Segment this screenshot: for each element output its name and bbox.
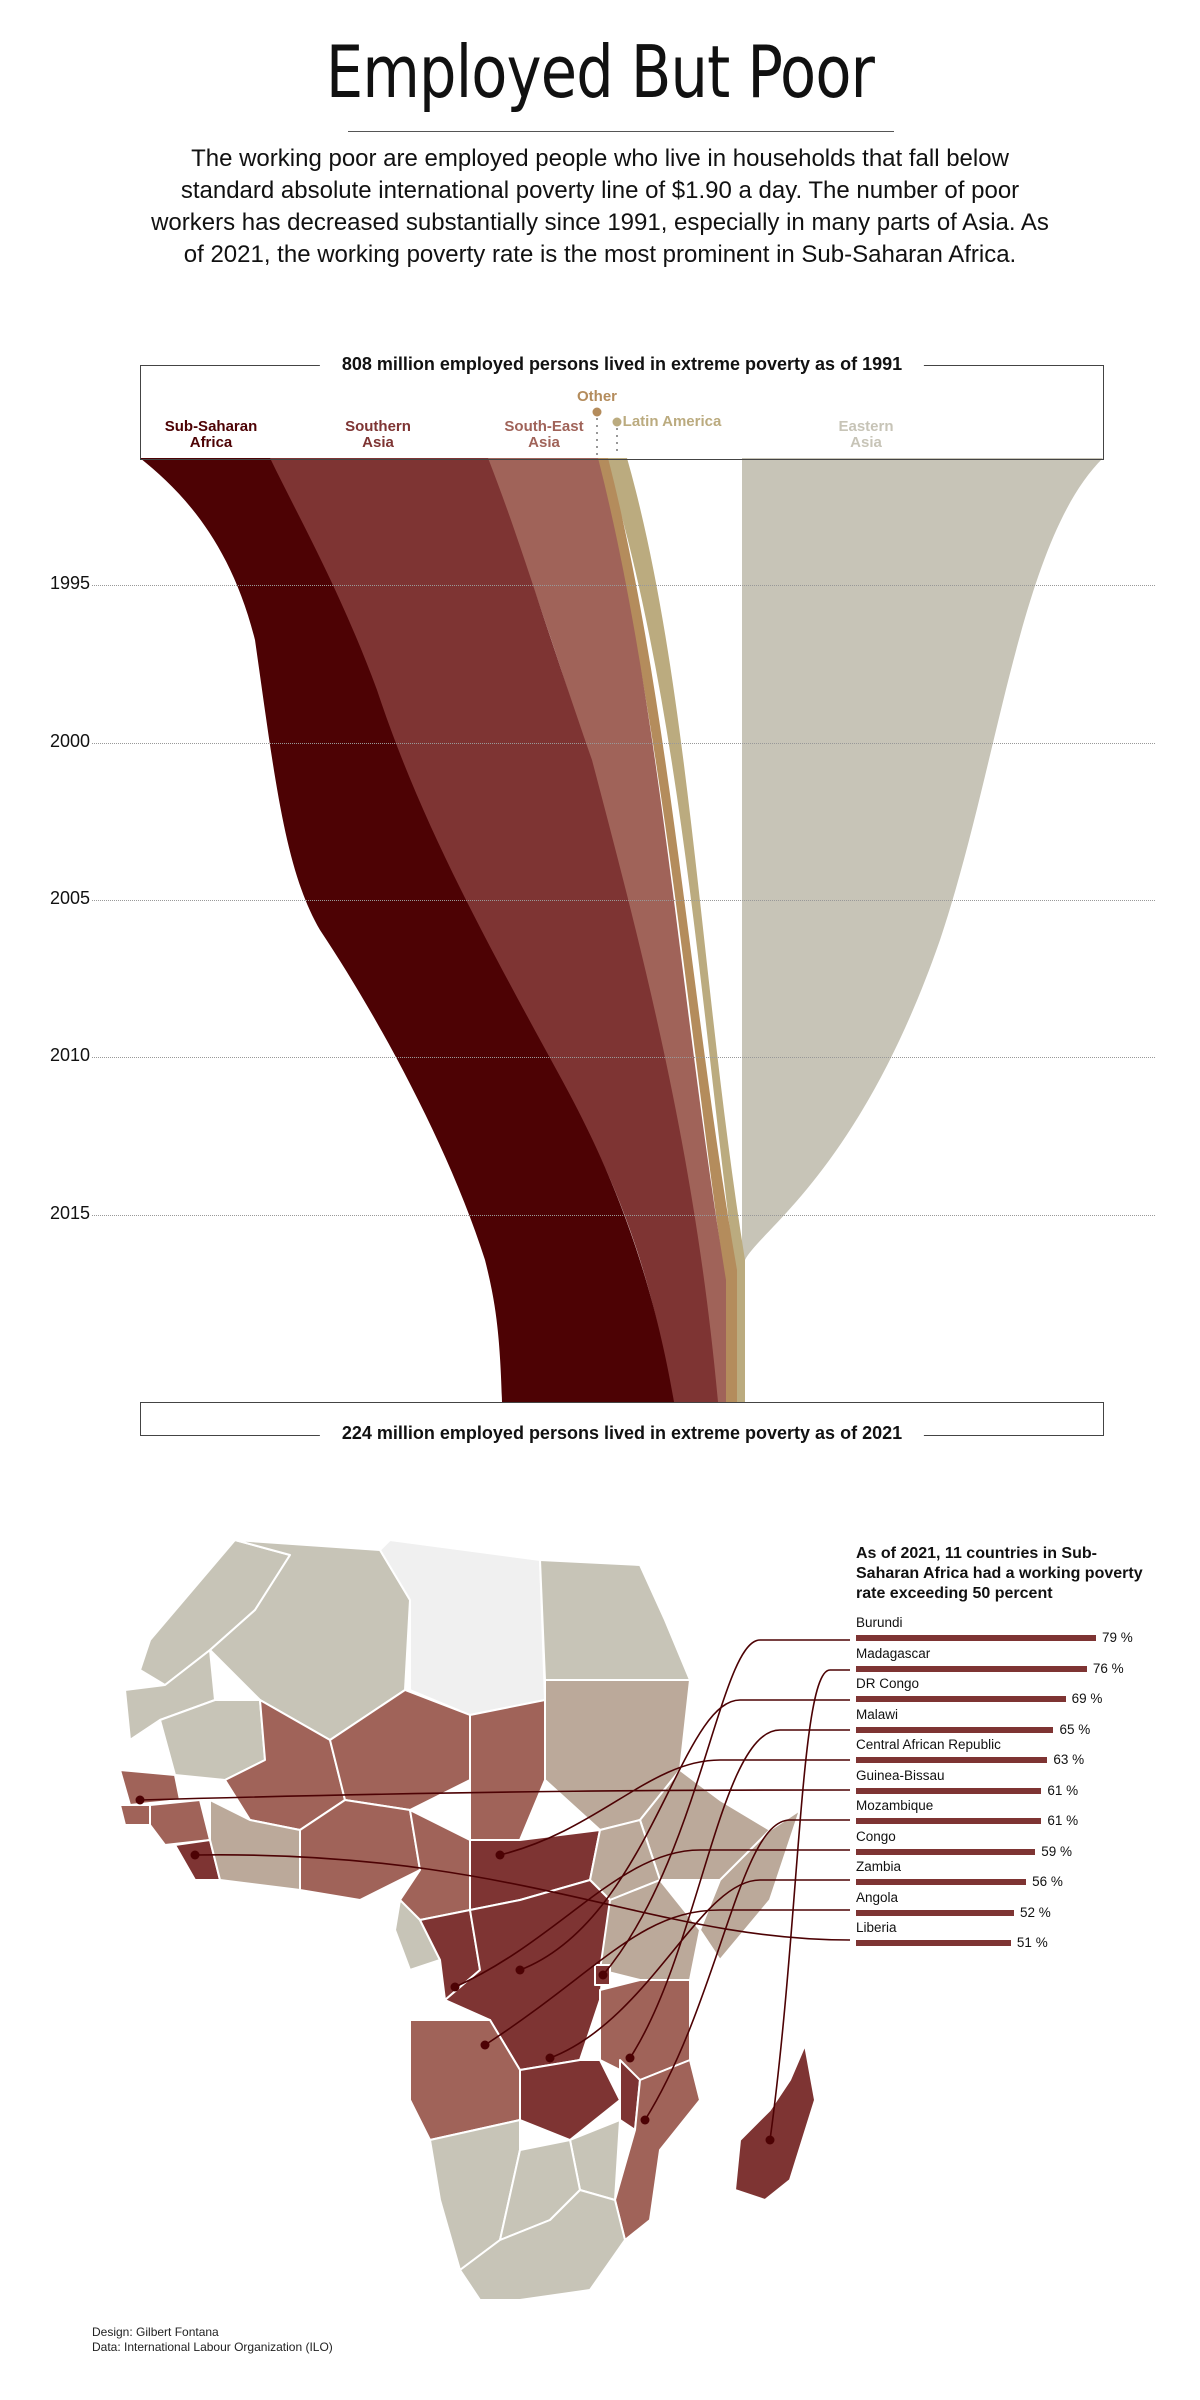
year-line-2015 <box>92 1215 1155 1216</box>
stream-eastern-asia <box>615 458 1103 1402</box>
region-label-eastern-asia: Eastern Asia <box>838 418 894 451</box>
country-label: Liberia <box>856 1920 897 1935</box>
bottom-box-caption: 224 million employed persons lived in ex… <box>319 1423 925 1444</box>
year-label-2015: 2015 <box>50 1203 91 1223</box>
year-line-2005 <box>92 900 1155 901</box>
country-bars-title: As of 2021, 11 countries in Sub-Saharan … <box>856 1545 1143 1602</box>
map-connectors <box>135 1639 851 2145</box>
map-gabon <box>394 1899 441 1971</box>
country-label: Congo <box>856 1828 896 1844</box>
year-label-2005: 2005 <box>50 888 91 908</box>
country-label: DR Congo <box>856 1676 920 1691</box>
map-madagascar <box>734 2044 816 2201</box>
country-value-label: 59 % <box>1041 1843 1073 1859</box>
year-label-2010: 2010 <box>50 1045 91 1065</box>
top-box-caption: 808 million employed persons lived in ex… <box>319 354 925 375</box>
page-title: Employed But Poor <box>325 30 875 114</box>
country-bar <box>856 1818 1042 1824</box>
country-bar <box>856 1696 1066 1702</box>
region-label-ssa: Sub-Saharan Africa <box>164 418 258 451</box>
region-label-other: Other <box>576 388 618 405</box>
map-senegal <box>119 1769 181 1806</box>
title-rule <box>348 131 894 132</box>
region-label-southern-asia: Southern Asia <box>345 418 411 451</box>
country-bar <box>856 1757 1048 1763</box>
country-label: Malawi <box>856 1706 899 1722</box>
country-label: Madagascar <box>856 1645 931 1661</box>
year-line-2010 <box>92 1057 1155 1058</box>
country-bar <box>856 1787 1042 1794</box>
country-value-label: 69 % <box>1071 1691 1103 1706</box>
stream-southern-asia <box>268 458 718 1402</box>
region-label-south-east-asia: South-East Asia <box>504 418 584 451</box>
credits: Design: Gilbert Fontana Data: Internatio… <box>92 2325 333 2355</box>
year-line-2000 <box>92 743 1155 744</box>
country-value-label: 51 % <box>1016 1935 1048 1950</box>
credit-data: Data: International Labour Organization … <box>92 2340 333 2354</box>
country-value-label: 76 % <box>1092 1660 1124 1676</box>
country-value-label: 63 % <box>1053 1752 1085 1767</box>
country-value-label: 61 % <box>1047 1813 1079 1828</box>
year-line-1995 <box>92 585 1155 586</box>
stream-south-east-asia <box>486 458 726 1402</box>
credit-design: Design: Gilbert Fontana <box>92 2325 219 2339</box>
region-label-latin-america: Latin America <box>622 413 722 430</box>
stream-sub-saharan-africa <box>140 458 674 1402</box>
country-label: Zambia <box>856 1859 902 1874</box>
country-label: Guinea-Bissau <box>856 1767 945 1783</box>
year-label-1995: 1995 <box>50 573 91 593</box>
country-value-label: 79 % <box>1102 1630 1133 1645</box>
country-bar <box>856 1848 1036 1855</box>
map-mozambique <box>614 2059 701 2241</box>
country-bar <box>856 1665 1087 1672</box>
label-leader-dots <box>592 407 622 455</box>
country-bar <box>856 1726 1054 1733</box>
country-bar <box>856 1635 1096 1641</box>
africa-map <box>119 1539 816 2300</box>
country-label: Mozambique <box>856 1798 934 1813</box>
country-label: Burundi <box>856 1615 903 1630</box>
country-value-label: 56 % <box>1032 1874 1063 1889</box>
map-egypt <box>539 1559 691 1681</box>
country-bar <box>856 1879 1027 1885</box>
map-south-africa <box>459 2189 626 2300</box>
country-value-label: 65 % <box>1059 1721 1091 1737</box>
country-label: Central African Republic <box>856 1737 1001 1752</box>
country-bar <box>856 1909 1014 1916</box>
page-subtitle: The working poor are employed people who… <box>151 145 1049 268</box>
year-label-2000: 2000 <box>50 731 91 751</box>
country-label: Angola <box>856 1889 899 1905</box>
poverty-streamgraph <box>140 458 1103 1402</box>
country-bar <box>856 1940 1011 1946</box>
country-value-label: 61 % <box>1047 1782 1079 1798</box>
country-value-label: 52 % <box>1019 1904 1051 1920</box>
